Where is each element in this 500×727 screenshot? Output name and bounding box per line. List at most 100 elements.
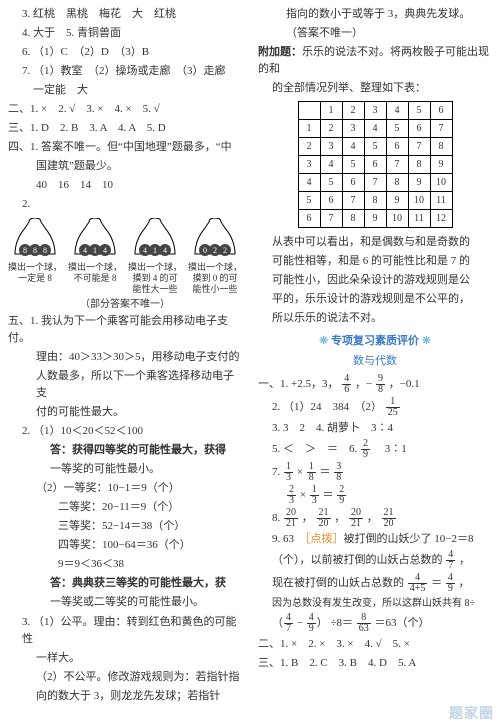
table-cell: 4 bbox=[342, 138, 364, 156]
bell-icon: 4 1 4 bbox=[71, 218, 119, 260]
text-line: 一样大。 bbox=[8, 650, 242, 667]
table-cell: 2 bbox=[298, 138, 320, 156]
svg-text:1: 1 bbox=[153, 246, 157, 255]
table-cell: 3 bbox=[320, 138, 342, 156]
table-cell: 5 bbox=[298, 192, 320, 210]
table-cell: 9 bbox=[430, 156, 452, 174]
svg-text:0: 0 bbox=[203, 246, 207, 255]
hint-tag: ［点拨］ bbox=[305, 533, 344, 545]
section-subtitle: 数与代数 bbox=[258, 353, 492, 370]
table-cell: 4 bbox=[320, 156, 342, 174]
text-line: 一等奖的可能性最小。 bbox=[8, 461, 242, 478]
text-line: 平的，乐乐设计的游戏规则是不公平的， bbox=[258, 291, 492, 308]
text-line: （2）不公平。修改游戏规则为：若指针指 bbox=[8, 669, 242, 686]
table-cell: 11 bbox=[408, 210, 430, 228]
table-cell: 1 bbox=[320, 102, 342, 120]
table-cell: 7 bbox=[386, 156, 408, 174]
bell-note: （部分答案不唯一） bbox=[8, 297, 242, 313]
svg-text:1: 1 bbox=[93, 246, 97, 255]
bell-icon: 4 1 4 bbox=[131, 218, 179, 260]
svg-text:4: 4 bbox=[103, 246, 107, 255]
table-cell: 3 bbox=[364, 102, 386, 120]
table-cell: 5 bbox=[408, 102, 430, 120]
section-four-numbers: 40 16 14 10 bbox=[8, 177, 242, 194]
bell-item: 0 2 2 摸出一个球， 摸到 0 的可 能性小一些 bbox=[188, 218, 242, 296]
table-cell: 3 bbox=[342, 120, 364, 138]
svg-text:8: 8 bbox=[43, 246, 47, 255]
decor-icon: ❋ bbox=[422, 335, 431, 347]
text-line: 因为总数没有发生改变，所以这群山妖共有 8÷ bbox=[258, 596, 492, 612]
extra-head: 附加题： bbox=[258, 46, 302, 58]
table-cell: 6 bbox=[298, 210, 320, 228]
right-column: 指向的数小于或等于 3，典典先发球。 （答案不唯一） 附加题：乐乐的说法不对。将… bbox=[250, 0, 500, 727]
text-line: 可能性相等，和是 6 的可能性比和是 7 的 bbox=[258, 253, 492, 270]
bell-item: 4 1 4 摸出一个球， 摸到 4 的可 能性大一些 bbox=[128, 218, 182, 296]
table-cell: 2 bbox=[342, 102, 364, 120]
text-line: 从表中可以看出，和是偶数与和是奇数的 bbox=[258, 234, 492, 251]
table-cell: 9 bbox=[408, 174, 430, 192]
bell-caption: 摸出一个球， 一定是 8 bbox=[8, 262, 62, 285]
table-cell: 5 bbox=[386, 120, 408, 138]
bell-caption: 摸出一个球， 摸到 0 的可 能性小一些 bbox=[188, 262, 242, 296]
extra-question: 附加题：乐乐的说法不对。将两枚骰子可能出现的和 bbox=[258, 44, 492, 78]
dice-sum-table: 1234561234567234567834567894567891056789… bbox=[298, 101, 453, 228]
table-cell: 5 bbox=[364, 138, 386, 156]
table-cell: 5 bbox=[320, 174, 342, 192]
text-line: 3. 3 2 4. 胡萝卜 3∶4 bbox=[258, 420, 492, 437]
text-line: 所以乐乐的说法不对。 bbox=[258, 310, 492, 327]
table-cell: 2 bbox=[320, 120, 342, 138]
table-cell: 1 bbox=[298, 120, 320, 138]
table-cell: 4 bbox=[298, 174, 320, 192]
text-line: 7. （1）教室 （2）操场或走廊 （3）走廊 bbox=[8, 63, 242, 80]
table-cell: 4 bbox=[386, 102, 408, 120]
text-line: 3. 红桃 黑桃 梅花 大 红桃 bbox=[8, 6, 242, 23]
table-cell: 11 bbox=[430, 192, 452, 210]
section-four-line: 国建筑”题最少。 bbox=[8, 158, 242, 175]
table-cell: 10 bbox=[408, 192, 430, 210]
section-four-line: 四、1. 答案不唯一。但“中国地理”题最多，“中 bbox=[8, 139, 242, 156]
text-line: 3. （1）公平。理由：转到红色和黄色的可能性 bbox=[8, 614, 242, 648]
table-cell: 8 bbox=[364, 192, 386, 210]
table-cell: 7 bbox=[320, 210, 342, 228]
text-line: 理由：40＞33＞30＞5，用移动电子支付的 bbox=[8, 349, 242, 366]
fraction: 46 bbox=[342, 374, 351, 395]
table-cell: 6 bbox=[342, 174, 364, 192]
answer-label: 答：获得四等奖的可能性最大，获得 bbox=[8, 442, 242, 459]
text-line: 23 × 13 ＝ 29 bbox=[258, 485, 492, 506]
text-line: 一、1. +2.5，3， 46 ，− 98 ，−0.1 bbox=[258, 374, 492, 395]
bell-caption: 摸出一个球， 不可能是 8 bbox=[68, 262, 122, 285]
text-line: （2）一等奖：10−1＝9（个） bbox=[8, 480, 242, 497]
section-two-right: 二、1. × 2. × 3. × 4. √ 5. × bbox=[258, 636, 492, 653]
section-four-2: 2. bbox=[8, 196, 242, 213]
bell-item: 8 8 8 摸出一个球， 一定是 8 bbox=[8, 218, 62, 296]
table-cell: 9 bbox=[386, 192, 408, 210]
text-line: 指向的数小于或等于 3，典典先发球。 bbox=[258, 6, 492, 23]
text-line: （答案不唯一） bbox=[258, 25, 492, 42]
section-three-right: 三、1. B 2. C 3. B 4. D 5. A bbox=[258, 655, 492, 672]
section-heading: ❋ 专项复习素质评价 ❋ 数与代数 bbox=[258, 333, 492, 369]
bell-item: 4 1 4 摸出一个球， 不可能是 8 bbox=[68, 218, 122, 296]
text-line: 向的数大于 3，则龙龙先发球；若指针 bbox=[8, 688, 242, 705]
text-line: 2. （1）10＜20＜52＜100 bbox=[8, 423, 242, 440]
table-cell: 6 bbox=[364, 156, 386, 174]
text-line: 8. 2021 ， 2120 ， 2021 ， 2120 bbox=[258, 508, 492, 529]
table-cell: 6 bbox=[408, 120, 430, 138]
svg-text:4: 4 bbox=[163, 246, 167, 255]
table-cell: 5 bbox=[342, 156, 364, 174]
table-cell: 3 bbox=[298, 156, 320, 174]
text-line: 付的可能性最大。 bbox=[8, 404, 242, 421]
text-line: 5. ＜ ＞ ＝ 6. 29 3∶1 bbox=[258, 439, 492, 460]
section-two: 二、1. × 2. √ 3. × 4. × 5. √ bbox=[8, 101, 242, 118]
text-line: （个），以前被打倒的山妖占总数的 47 ， bbox=[258, 550, 492, 571]
table-cell: 9 bbox=[364, 210, 386, 228]
bell-caption: 摸出一个球， 摸到 4 的可 能性大一些 bbox=[128, 262, 182, 296]
section-three: 三、1. D 2. B 3. A 4. A 5. D bbox=[8, 120, 242, 137]
text-line: 人数最多，所以下一个乘客选择移动电子支 bbox=[8, 368, 242, 402]
text-line: 2. （1）24 384 （2） 125 bbox=[258, 397, 492, 418]
fraction: 29 bbox=[361, 439, 370, 460]
text-line: 9. 63 ［点拨］被打倒的山妖少了 10−2＝8 bbox=[258, 531, 492, 548]
table-cell: 6 bbox=[430, 102, 452, 120]
text-line: （47 − 49） ÷8＝ 863 ＝63（个） bbox=[258, 613, 492, 634]
table-cell: 8 bbox=[342, 210, 364, 228]
text-line: 9＝9＜36＜38 bbox=[8, 556, 242, 573]
